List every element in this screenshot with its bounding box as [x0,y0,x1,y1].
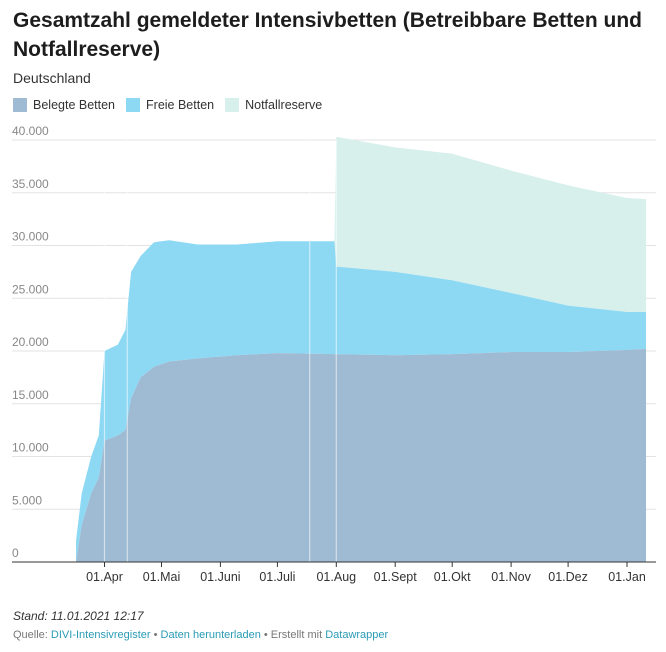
legend-label-belegte-betten: Belegte Betten [33,98,116,112]
y-tick-label: 25.000 [12,282,49,296]
y-tick-label: 35.000 [12,177,49,191]
y-tick-label: 5.000 [12,493,42,507]
legend-label-freie-betten: Freie Betten [146,98,215,112]
x-axis-labels: 01.Apr 01.Mai 01.Juni 01.Juli 01.Aug 01.Sept 0… [86,562,646,584]
legend: Belegte Betten Freie Betten Notfallreser… [13,98,333,112]
area-freie-betten [76,240,646,562]
download-data-link[interactable]: Daten herunterladen [160,629,261,641]
x-tick-label: 01.Sept [374,570,418,584]
legend-label-notfallreserve: Notfallreserve [245,98,323,112]
y-tick-label: 10.000 [12,441,49,455]
x-tick-label: 01.Juni [200,570,240,584]
footer-stand: Stand: 11.01.2021 12:17 [13,609,144,623]
chart-area: 0 5.000 10.000 15.000 20.000 25.000 30.000 35.0… [12,124,656,584]
area-belegte-betten [76,348,646,562]
chart-title: Gesamtzahl gemeldeter Intensivbetten (Be… [13,9,642,61]
source-link[interactable]: DIVI-Intensivregister [50,629,151,641]
y-axis-labels: 0 5.000 10.000 15.000 20.000 25.000 30.000 35.0… [12,124,49,560]
stacked-areas [76,136,646,562]
x-tick-label: 01.Nov [491,570,531,584]
x-tick-label: 01.Mai [143,570,181,584]
datawrapper-link[interactable]: Datawrapper [325,629,389,641]
legend-item-freie-betten: Freie Betten [126,98,214,112]
y-tick-label: 40.000 [12,124,49,138]
x-tick-label: 01.Okt [434,570,471,584]
footer-created-text: • Erstellt mit [260,629,326,641]
legend-swatch-belegte-betten [13,98,27,112]
x-tick-label: 01.Apr [86,570,123,584]
x-tick-label: 01.Jan [608,570,646,584]
legend-swatch-freie-betten [126,98,141,112]
y-tick-label: 20.000 [12,335,49,349]
y-tick-label: 0 [12,546,19,560]
x-tick-label: 01.Aug [316,570,356,584]
y-tick-label: 30.000 [12,230,49,244]
footer-source: Quelle: DIVI-Intensivregister • Daten he… [13,629,388,641]
reference-lines [103,140,337,562]
legend-item-belegte-betten: Belegte Betten [13,98,115,112]
legend-swatch-notfallreserve [225,98,240,112]
legend-item-notfallreserve: Notfallreserve [225,98,322,112]
footer-separator: • [150,629,161,641]
area-notfallreserve [76,136,646,541]
x-tick-label: 01.Juli [259,570,295,584]
y-tick-label: 15.000 [12,388,49,402]
chart-subtitle: Deutschland [13,70,91,86]
x-tick-label: 01.Dez [548,570,588,584]
footer-source-label: Quelle: [13,629,48,641]
